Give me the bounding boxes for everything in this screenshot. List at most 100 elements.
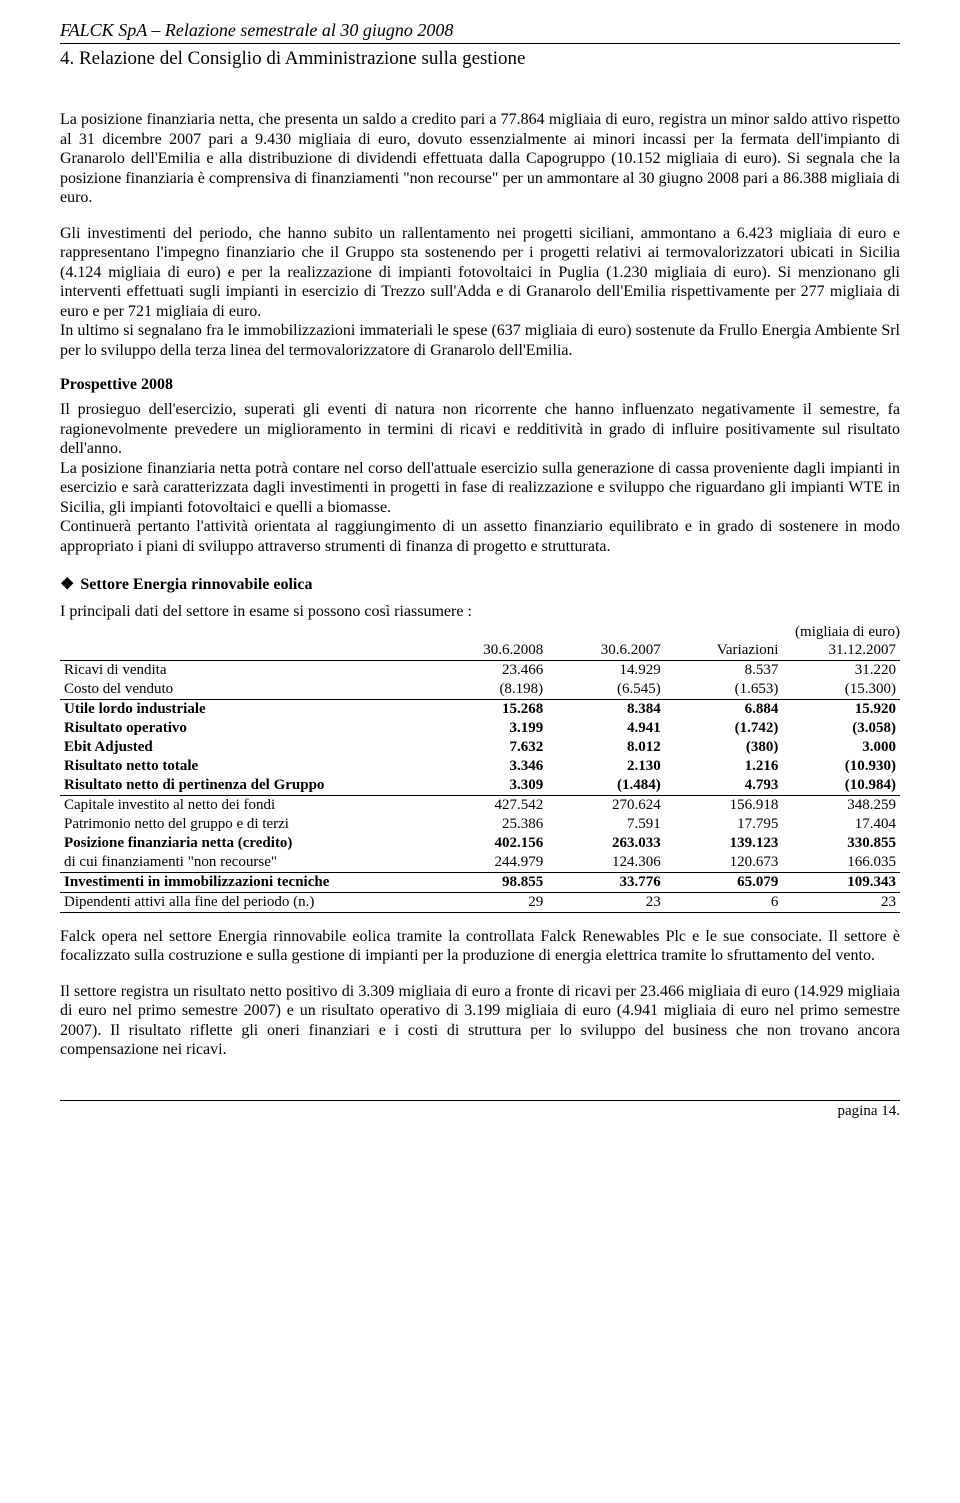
row-value: (10.984) [782,776,900,796]
row-value: 4.941 [547,719,665,738]
row-value: 348.259 [782,795,900,815]
row-label: Risultato operativo [60,719,430,738]
section-prospettive: Prospettive 2008 [60,376,900,394]
row-value: 15.268 [430,699,548,719]
row-label: Costo del venduto [60,680,430,700]
doc-header-title: FALCK SpA – Relazione semestrale al 30 g… [60,20,900,41]
header-rule [60,43,900,44]
table-header-cell: 30.6.2008 [430,641,548,661]
row-value: 402.156 [430,834,548,853]
row-value: 7.632 [430,738,548,757]
row-value: (1.484) [547,776,665,796]
table-header-cell: Variazioni [665,641,783,661]
table-row: Patrimonio netto del gruppo e di terzi25… [60,815,900,834]
paragraph-8: Falck opera nel settore Energia rinnovab… [60,927,900,966]
row-value: 14.929 [547,660,665,680]
table-unit-caption: (migliaia di euro) [60,624,900,641]
row-value: 166.035 [782,853,900,873]
row-value: (8.198) [430,680,548,700]
row-value: (3.058) [782,719,900,738]
row-label: Capitale investito al netto dei fondi [60,795,430,815]
table-header-cell: 30.6.2007 [547,641,665,661]
row-label: Utile lordo industriale [60,699,430,719]
table-header-cell: 31.12.2007 [782,641,900,661]
row-value: 270.624 [547,795,665,815]
row-value: 98.855 [430,872,548,892]
paragraph-5: La posizione finanziaria netta potrà con… [60,459,900,518]
row-value: 244.979 [430,853,548,873]
row-value: 1.216 [665,757,783,776]
row-value: (10.930) [782,757,900,776]
row-value: 427.542 [430,795,548,815]
table-row: Costo del venduto(8.198)(6.545)(1.653)(1… [60,680,900,700]
row-value: 263.033 [547,834,665,853]
row-label: Risultato netto totale [60,757,430,776]
row-value: 8.384 [547,699,665,719]
row-value: 17.795 [665,815,783,834]
row-value: (1.742) [665,719,783,738]
table-header-cell [60,641,430,661]
row-value: 3.199 [430,719,548,738]
row-value: 17.404 [782,815,900,834]
row-label: Ricavi di vendita [60,660,430,680]
paragraph-7: I principali dati del settore in esame s… [60,602,900,622]
table-row: Investimenti in immobilizzazioni tecnich… [60,872,900,892]
row-value: 6.884 [665,699,783,719]
table-row: Utile lordo industriale15.2688.3846.8841… [60,699,900,719]
table-row: Capitale investito al netto dei fondi427… [60,795,900,815]
row-value: (6.545) [547,680,665,700]
paragraph-1: La posizione finanziaria netta, che pres… [60,110,900,208]
table-row: Risultato operativo3.1994.941(1.742)(3.0… [60,719,900,738]
row-label: Investimenti in immobilizzazioni tecnich… [60,872,430,892]
row-value: 156.918 [665,795,783,815]
row-value: 3.346 [430,757,548,776]
row-value: 33.776 [547,872,665,892]
row-value: 23 [547,892,665,912]
table-row: Dipendenti attivi alla fine del periodo … [60,892,900,912]
row-value: 3.309 [430,776,548,796]
table-row: Ebit Adjusted7.6328.012(380)3.000 [60,738,900,757]
row-label: Ebit Adjusted [60,738,430,757]
row-value: 109.343 [782,872,900,892]
row-value: 139.123 [665,834,783,853]
row-value: (380) [665,738,783,757]
table-row: Risultato netto di pertinenza del Gruppo… [60,776,900,796]
bullet-icon: ❖ [60,574,74,594]
row-label: Patrimonio netto del gruppo e di terzi [60,815,430,834]
paragraph-4: Il prosieguo dell'esercizio, superati gl… [60,400,900,459]
row-value: 25.386 [430,815,548,834]
row-value: 2.130 [547,757,665,776]
paragraph-6: Continuerà pertanto l'attività orientata… [60,517,900,556]
row-value: 7.591 [547,815,665,834]
row-value: 8.012 [547,738,665,757]
section-sector-label: Settore Energia rinnovabile eolica [80,576,312,593]
row-value: 15.920 [782,699,900,719]
financial-table: 30.6.200830.6.2007Variazioni31.12.2007Ri… [60,641,900,913]
table-row: Risultato netto totale3.3462.1301.216(10… [60,757,900,776]
page-footer: pagina 14. [60,1100,900,1120]
row-value: 124.306 [547,853,665,873]
row-label: Dipendenti attivi alla fine del periodo … [60,892,430,912]
row-value: 120.673 [665,853,783,873]
paragraph-9: Il settore registra un risultato netto p… [60,982,900,1060]
row-label: Risultato netto di pertinenza del Gruppo [60,776,430,796]
table-row: Posizione finanziaria netta (credito)402… [60,834,900,853]
paragraph-3: In ultimo si segnalano fra le immobilizz… [60,321,900,360]
row-value: (1.653) [665,680,783,700]
row-value: 330.855 [782,834,900,853]
table-row: Ricavi di vendita23.46614.9298.53731.220 [60,660,900,680]
row-label: Posizione finanziaria netta (credito) [60,834,430,853]
row-value: (15.300) [782,680,900,700]
section-sector: ❖ Settore Energia rinnovabile eolica [60,574,900,594]
table-row: di cui finanziamenti "non recourse"244.9… [60,853,900,873]
row-value: 8.537 [665,660,783,680]
row-value: 29 [430,892,548,912]
row-value: 23 [782,892,900,912]
row-value: 4.793 [665,776,783,796]
row-value: 31.220 [782,660,900,680]
row-value: 65.079 [665,872,783,892]
doc-header-subtitle: 4. Relazione del Consiglio di Amministra… [60,48,900,70]
row-label: di cui finanziamenti "non recourse" [60,853,430,873]
row-value: 3.000 [782,738,900,757]
paragraph-2: Gli investimenti del periodo, che hanno … [60,224,900,322]
